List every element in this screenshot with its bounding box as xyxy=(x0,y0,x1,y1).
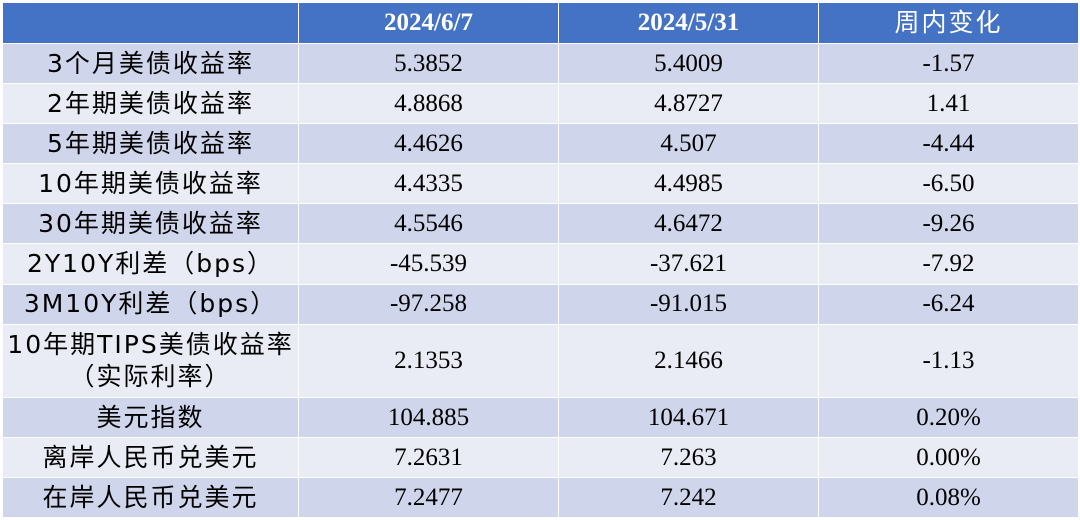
row-label: 3个月美债收益率 xyxy=(2,42,299,85)
row-label: 离岸人民币兑美元 xyxy=(2,436,299,478)
row-label: 10年期美债收益率 xyxy=(2,163,299,205)
row-value-previous: -91.015 xyxy=(558,283,819,325)
header-indicator xyxy=(2,2,299,44)
row-value-current: 4.5546 xyxy=(298,203,559,245)
row-value-current: 7.2631 xyxy=(298,436,559,478)
row-change: -7.92 xyxy=(818,243,1079,285)
row-value-current: 4.4335 xyxy=(298,163,559,205)
row-value-current: 5.3852 xyxy=(298,42,559,85)
table-row: 离岸人民币兑美元 7.2631 7.263 0.00% xyxy=(2,436,1079,478)
row-value-previous: 7.263 xyxy=(558,436,819,478)
row-value-previous: 2.1466 xyxy=(558,323,819,398)
row-change: -9.26 xyxy=(818,203,1079,245)
row-value-previous: 4.8727 xyxy=(558,83,819,125)
row-value-previous: 5.4009 xyxy=(558,42,819,85)
row-value-current: 104.885 xyxy=(298,396,559,438)
header-date-current: 2024/6/7 xyxy=(298,2,559,44)
row-label: 3M10Y利差（bps） xyxy=(2,283,299,325)
header-weekly-change: 周内变化 xyxy=(818,2,1079,44)
header-date-previous: 2024/5/31 xyxy=(558,2,819,44)
row-value-current: 4.4626 xyxy=(298,123,559,165)
row-label: 2年期美债收益率 xyxy=(2,83,299,125)
table-row: 2年期美债收益率 4.8868 4.8727 1.41 xyxy=(2,83,1079,125)
table-row: 3个月美债收益率 5.3852 5.4009 -1.57 xyxy=(2,42,1079,85)
table-row: 10年期美债收益率 4.4335 4.4985 -6.50 xyxy=(2,163,1079,205)
row-value-previous: 4.4985 xyxy=(558,163,819,205)
row-change: -4.44 xyxy=(818,123,1079,165)
table-row: 2Y10Y利差（bps） -45.539 -37.621 -7.92 xyxy=(2,243,1079,285)
table-row: 30年期美债收益率 4.5546 4.6472 -9.26 xyxy=(2,203,1079,245)
row-label: 2Y10Y利差（bps） xyxy=(2,243,299,285)
table-row: 5年期美债收益率 4.4626 4.507 -4.44 xyxy=(2,123,1079,165)
row-change: 0.00% xyxy=(818,436,1079,478)
row-value-current: -97.258 xyxy=(298,283,559,325)
row-value-current: 2.1353 xyxy=(298,323,559,398)
table-row: 在岸人民币兑美元 7.2477 7.242 0.08% xyxy=(2,476,1079,519)
row-value-current: 4.8868 xyxy=(298,83,559,125)
row-value-previous: 104.671 xyxy=(558,396,819,438)
table-row: 美元指数 104.885 104.671 0.20% xyxy=(2,396,1079,438)
table-row: 10年期TIPS美债收益率（实际利率） 2.1353 2.1466 -1.13 xyxy=(2,323,1079,398)
row-value-current: 7.2477 xyxy=(298,476,559,519)
row-change: 0.08% xyxy=(818,476,1079,519)
row-label: 5年期美债收益率 xyxy=(2,123,299,165)
row-value-previous: -37.621 xyxy=(558,243,819,285)
row-change: -1.13 xyxy=(818,323,1079,398)
row-value-previous: 4.507 xyxy=(558,123,819,165)
row-change: -1.57 xyxy=(818,42,1079,85)
row-value-previous: 4.6472 xyxy=(558,203,819,245)
table-header-row: 2024/6/7 2024/5/31 周内变化 xyxy=(2,2,1079,44)
row-change: -6.24 xyxy=(818,283,1079,325)
row-label: 美元指数 xyxy=(2,396,299,438)
row-change: 0.20% xyxy=(818,396,1079,438)
table-row: 3M10Y利差（bps） -97.258 -91.015 -6.24 xyxy=(2,283,1079,325)
row-change: -6.50 xyxy=(818,163,1079,205)
row-change: 1.41 xyxy=(818,83,1079,125)
row-label: 在岸人民币兑美元 xyxy=(2,476,299,519)
row-label: 10年期TIPS美债收益率（实际利率） xyxy=(2,323,299,398)
row-value-current: -45.539 xyxy=(298,243,559,285)
row-label: 30年期美债收益率 xyxy=(2,203,299,245)
row-value-previous: 7.242 xyxy=(558,476,819,519)
